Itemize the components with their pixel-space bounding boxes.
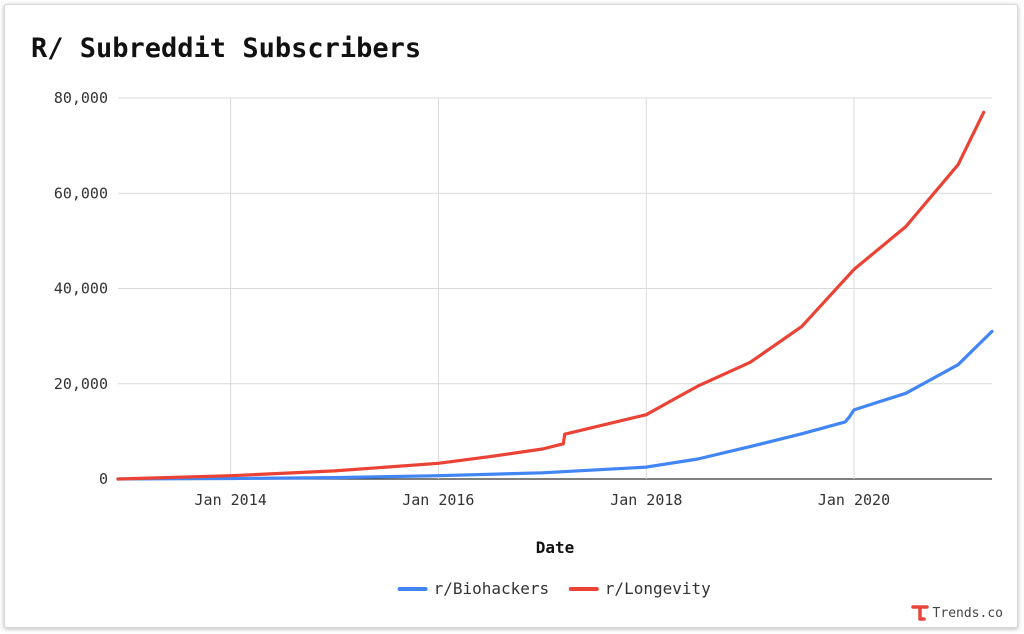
line-chart: 0 20,000 40,000 60,000 80,000 Jan 2014 Jan 201… <box>54 89 994 598</box>
y-tick-label: 20,000 <box>54 375 108 393</box>
series-lines <box>116 110 994 481</box>
legend-label-r-longevity: r/Longevity <box>605 579 711 598</box>
gridlines <box>118 97 992 480</box>
y-tick-label: 40,000 <box>54 280 108 298</box>
series-line-r-longevity <box>116 110 986 481</box>
x-tick-label: Jan 2020 <box>818 491 890 509</box>
legend-label-r-biohackers: r/Biohackers <box>434 579 550 598</box>
x-tick-label: Jan 2014 <box>195 491 267 509</box>
chart-title: R/ Subreddit Subscribers <box>31 33 422 64</box>
legend: r/Biohackers r/Longevity <box>397 579 711 598</box>
chart-card: R/ Subreddit Subscribers 0 20,000 40,000 60… <box>4 4 1018 628</box>
trends-logo-icon <box>910 605 929 621</box>
brand-watermark: Trends.co <box>910 604 1003 622</box>
y-tick-label: 80,000 <box>54 89 108 107</box>
series-line-r-biohackers <box>116 329 994 481</box>
y-tick-label: 60,000 <box>54 184 108 202</box>
x-axis-title: Date <box>536 538 575 557</box>
tick-labels: 0 20,000 40,000 60,000 80,000 Jan 2014 Jan 201… <box>54 89 890 509</box>
x-tick-label: Jan 2018 <box>610 491 682 509</box>
x-tick-label: Jan 2016 <box>402 491 474 509</box>
brand-text: Trends.co <box>932 605 1003 621</box>
y-tick-label: 0 <box>99 470 108 488</box>
